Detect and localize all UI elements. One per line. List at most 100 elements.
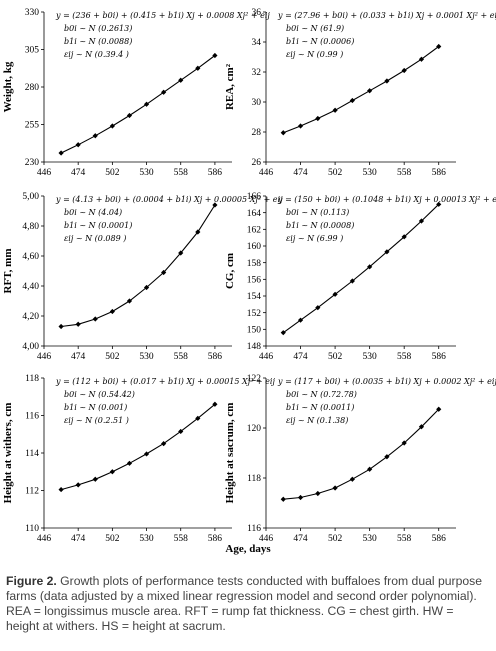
y-axis-label: REA, cm² <box>224 63 236 110</box>
y-tick-label: 166 <box>247 192 262 202</box>
data-point <box>367 88 373 94</box>
data-point <box>75 482 81 488</box>
x-tick-label: 558 <box>174 168 189 178</box>
y-tick-label: 150 <box>247 326 262 336</box>
data-point <box>280 130 286 136</box>
data-point <box>212 52 218 59</box>
data-point <box>280 496 286 502</box>
x-tick-label: 586 <box>432 168 447 178</box>
data-point <box>161 441 167 447</box>
x-tick-label: 474 <box>71 168 86 178</box>
x-tick-label: 558 <box>397 168 412 178</box>
y-tick-label: 112 <box>25 487 39 497</box>
data-point <box>418 56 425 62</box>
x-tick-label: 446 <box>37 168 52 178</box>
y-axis-label: Height at withers, cm <box>2 403 14 504</box>
data-point <box>418 218 425 224</box>
y-tick-label: 118 <box>247 474 261 484</box>
data-point <box>401 234 407 240</box>
y-tick-label: 156 <box>247 276 262 286</box>
y-tick-label: 230 <box>25 158 40 168</box>
x-tick-label: 558 <box>174 352 189 362</box>
x-tick-label: 502 <box>328 168 343 178</box>
data-point <box>212 401 218 407</box>
x-tick-label: 474 <box>71 534 86 544</box>
data-point <box>195 415 201 421</box>
y-tick-label: 4,40 <box>22 282 39 292</box>
x-tick-label: 530 <box>139 534 154 544</box>
y-tick-label: 34 <box>252 38 262 48</box>
x-tick-label: 586 <box>432 352 447 362</box>
y-tick-label: 114 <box>25 449 39 459</box>
equation-line: b0i ~ N (61.9) <box>286 24 344 33</box>
equation-line: b0i ~ N (0.2613) <box>64 24 132 33</box>
y-tick-label: 28 <box>252 128 262 138</box>
equation-line: y = (27.96 + b0i) + (0.033 + b1i) Xj + 0… <box>277 11 496 20</box>
data-point <box>315 115 321 122</box>
x-tick-label: 586 <box>208 352 223 362</box>
x-tick-label: 530 <box>139 168 154 178</box>
x-tick-label: 502 <box>105 352 120 362</box>
equation-line: b1i ~ N (0.0006) <box>286 37 354 46</box>
equation-line: εij ~ N (6.99 ) <box>286 234 343 243</box>
data-point <box>297 494 304 501</box>
y-tick-label: 116 <box>25 412 39 422</box>
data-point <box>75 321 81 327</box>
data-point <box>349 97 355 104</box>
x-tick-label: 530 <box>363 534 378 544</box>
x-tick-label: 530 <box>139 352 154 362</box>
data-point <box>161 269 167 276</box>
data-point <box>143 101 150 107</box>
y-tick-label: 118 <box>25 374 39 384</box>
x-tick-label: 502 <box>328 534 343 544</box>
panel-2: 26 28 30 32 34 36 446 474 502 530 558 586 REA, cm² y … <box>224 8 496 178</box>
data-point <box>436 201 442 207</box>
data-point <box>436 43 442 50</box>
data-point <box>332 291 338 297</box>
y-tick-label: 26 <box>252 158 262 168</box>
y-tick-label: 255 <box>25 121 40 131</box>
y-tick-label: 160 <box>247 242 262 252</box>
y-axis-label: RFT, mm <box>2 248 14 293</box>
equation-line: εij ~ N (0.2.51 ) <box>64 416 129 425</box>
x-tick-label: 446 <box>259 168 274 178</box>
data-point <box>58 150 64 156</box>
x-tick-label: 558 <box>397 534 412 544</box>
series-line <box>283 408 440 500</box>
x-tick-label: 474 <box>293 534 308 544</box>
x-tick-label: 558 <box>397 352 412 362</box>
y-tick-label: 122 <box>247 374 262 384</box>
y-tick-label: 152 <box>247 309 262 319</box>
y-tick-label: 4,80 <box>22 222 39 232</box>
data-point <box>178 250 184 256</box>
data-point <box>75 142 81 148</box>
x-tick-label: 530 <box>363 168 378 178</box>
data-point <box>178 428 184 435</box>
data-point <box>109 123 115 129</box>
equation-line: b1i ~ N (0.0088) <box>64 37 132 46</box>
data-point <box>109 469 115 475</box>
equation-line: b0i ~ N (0.54.42) <box>64 390 135 399</box>
x-tick-label: 586 <box>208 534 223 544</box>
equation-line: b1i ~ N (0.0008) <box>286 221 354 230</box>
data-point <box>332 485 338 491</box>
x-tick-label: 586 <box>432 534 447 544</box>
y-tick-label: 162 <box>247 226 262 236</box>
x-tick-label: 586 <box>208 168 223 178</box>
y-tick-label: 4,60 <box>22 252 39 262</box>
equation-line: εij ~ N (0.39.4 ) <box>64 50 129 59</box>
y-tick-label: 110 <box>25 524 39 534</box>
data-point <box>195 65 201 71</box>
data-point <box>143 451 150 457</box>
data-point <box>401 67 407 74</box>
x-tick-label: 446 <box>259 352 274 362</box>
y-tick-label: 4,00 <box>22 342 39 352</box>
y-tick-label: 280 <box>25 83 40 93</box>
equation-line: y = (150 + b0i) + (0.1048 + b1i) Xj + 0.… <box>277 195 496 204</box>
caption-text: Growth plots of performance tests conduc… <box>6 574 483 633</box>
data-point <box>92 476 98 482</box>
data-point <box>315 490 321 497</box>
equation-line: b0i ~ N (0.113) <box>286 208 349 217</box>
series-line <box>60 55 216 154</box>
data-point <box>195 229 201 235</box>
